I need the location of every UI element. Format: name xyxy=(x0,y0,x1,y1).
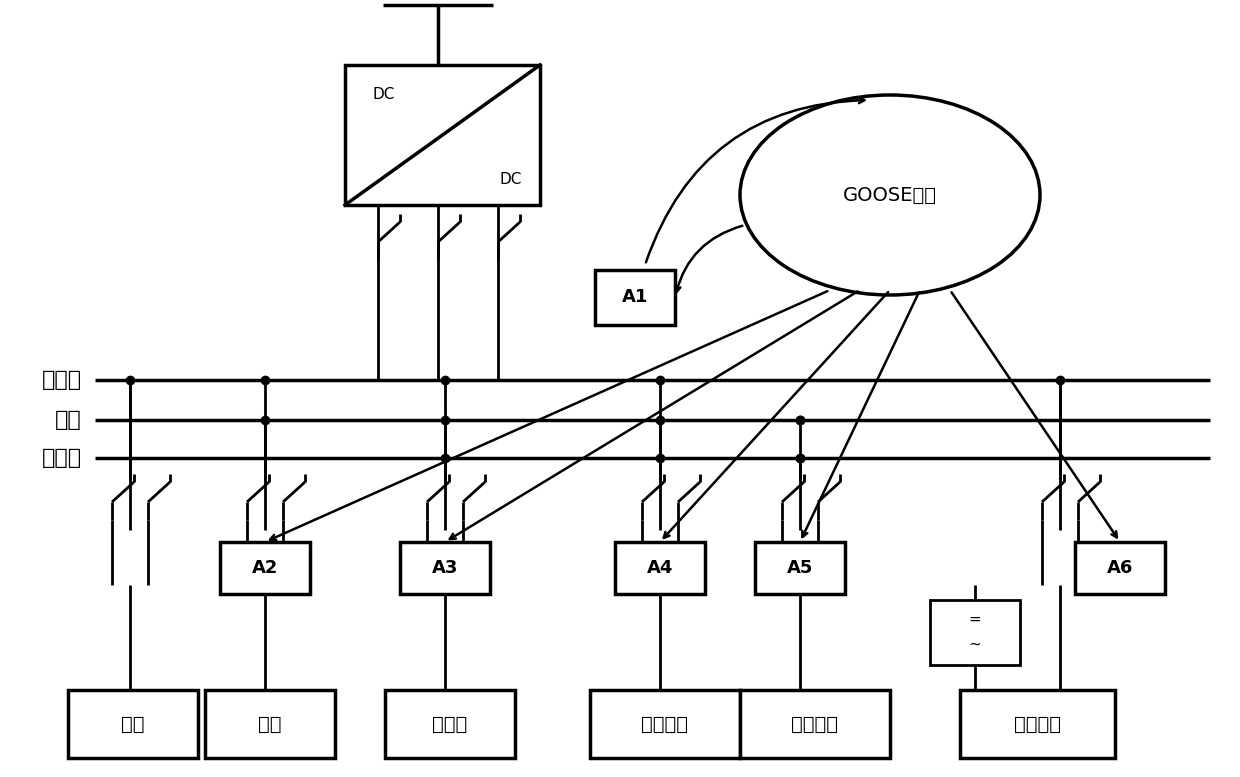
Text: GOOSE网络: GOOSE网络 xyxy=(843,186,937,204)
Text: A3: A3 xyxy=(432,559,459,577)
Bar xyxy=(615,542,706,594)
Bar xyxy=(740,690,890,758)
Bar xyxy=(401,542,490,594)
Bar xyxy=(590,690,740,758)
Bar xyxy=(960,690,1115,758)
Text: 直流负荷: 直流负荷 xyxy=(641,715,688,733)
Bar xyxy=(930,600,1021,665)
Text: A6: A6 xyxy=(1107,559,1133,577)
Bar xyxy=(595,270,675,325)
Text: DC: DC xyxy=(500,172,522,187)
Bar xyxy=(345,65,539,205)
Text: 负极线: 负极线 xyxy=(42,448,82,468)
Text: A4: A4 xyxy=(647,559,673,577)
Text: ~: ~ xyxy=(968,636,981,652)
Text: A2: A2 xyxy=(252,559,278,577)
Bar xyxy=(1075,542,1166,594)
Text: 光伏: 光伏 xyxy=(122,715,145,733)
Bar xyxy=(755,542,844,594)
Text: 零线: 零线 xyxy=(56,410,82,430)
Text: 交流负荷: 交流负荷 xyxy=(1014,715,1061,733)
Bar xyxy=(68,690,198,758)
Text: DC: DC xyxy=(373,87,396,102)
Bar xyxy=(219,542,310,594)
Text: A5: A5 xyxy=(787,559,813,577)
Text: 储能: 储能 xyxy=(258,715,281,733)
Text: 直流负荷: 直流负荷 xyxy=(791,715,838,733)
Text: 正极线: 正极线 xyxy=(42,370,82,390)
Text: 充电桩: 充电桩 xyxy=(433,715,467,733)
Ellipse shape xyxy=(740,95,1040,295)
Text: =: = xyxy=(968,612,981,627)
Bar xyxy=(205,690,335,758)
Text: A1: A1 xyxy=(621,288,649,306)
Bar xyxy=(384,690,515,758)
